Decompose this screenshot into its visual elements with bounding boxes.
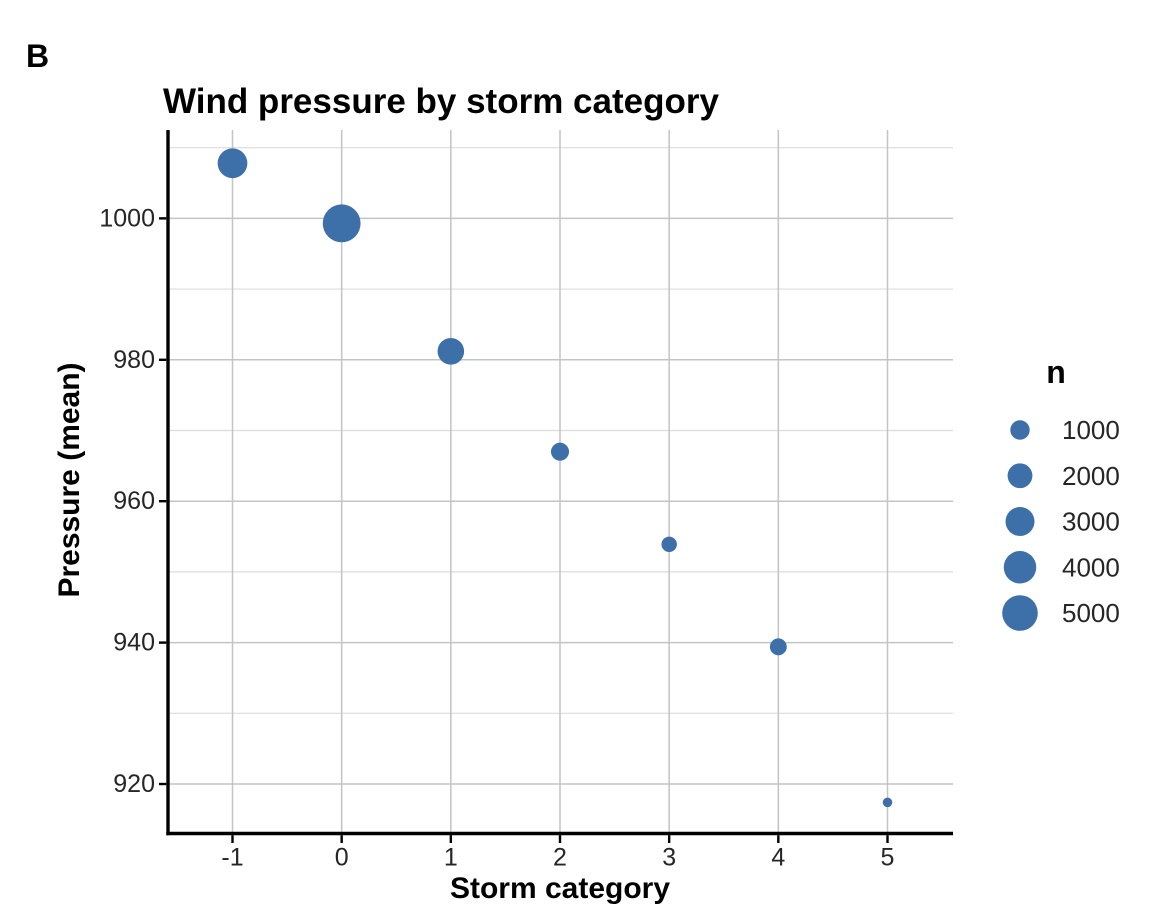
x-tick-label: 2 xyxy=(553,844,567,872)
legend-value-label: 5000 xyxy=(1062,598,1120,628)
legend-key-circle xyxy=(1002,595,1038,631)
data-bubble xyxy=(437,338,465,365)
legend-key-circle xyxy=(1003,550,1037,584)
y-tick-label: 1000 xyxy=(99,204,155,232)
y-tick-label: 940 xyxy=(113,629,155,657)
data-bubble xyxy=(217,148,248,179)
y-tick-label: 920 xyxy=(113,770,155,798)
legend-key-circle xyxy=(1007,463,1033,489)
legend-key-circle xyxy=(1005,507,1035,536)
y-tick-label: 960 xyxy=(113,487,155,515)
y-tick-label: 980 xyxy=(113,346,155,374)
data-bubble xyxy=(550,442,570,461)
x-axis-title: Storm category xyxy=(449,872,671,905)
x-tick-label: 0 xyxy=(335,844,349,872)
y-axis-title: Pressure (mean) xyxy=(53,362,86,598)
data-bubble xyxy=(882,797,893,808)
x-tick-label: -1 xyxy=(221,844,243,872)
chart-title: Wind pressure by storm category xyxy=(163,82,719,121)
legend-value-label: 1000 xyxy=(1062,415,1120,445)
data-bubble xyxy=(322,204,361,243)
legend-key-circle xyxy=(1010,420,1030,440)
legend-value-label: 3000 xyxy=(1062,507,1120,537)
data-bubble xyxy=(661,536,677,553)
panel-label: B xyxy=(26,38,50,74)
legend-title: n xyxy=(1046,354,1066,390)
legend-value-label: 4000 xyxy=(1062,552,1120,582)
x-tick-label: 5 xyxy=(881,844,895,872)
legend-value-label: 2000 xyxy=(1062,461,1120,491)
x-tick-label: 1 xyxy=(444,844,458,872)
data-bubble xyxy=(769,638,787,656)
x-tick-label: 4 xyxy=(771,844,785,872)
x-tick-label: 3 xyxy=(662,844,676,872)
